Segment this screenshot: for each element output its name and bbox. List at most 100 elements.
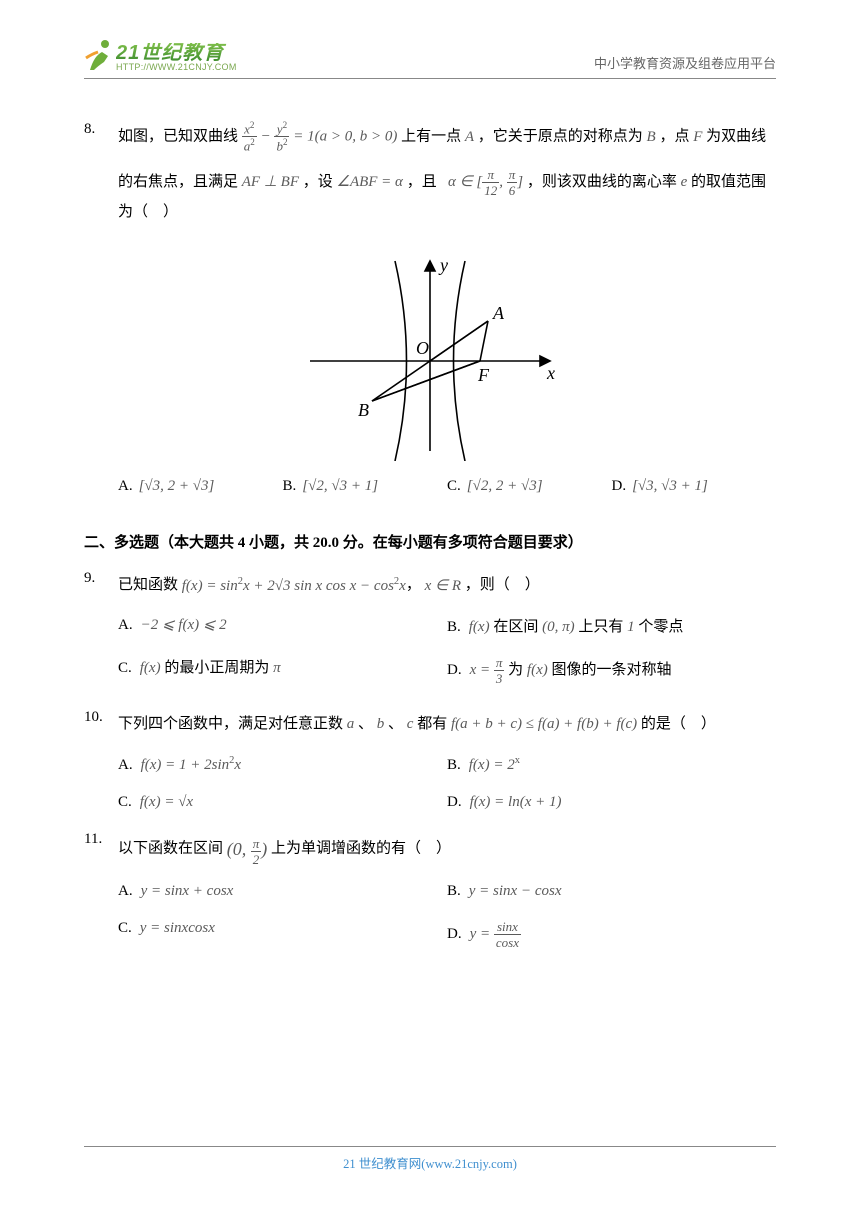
- q9-B-text: 个零点: [638, 619, 683, 635]
- q10-text: 都有: [417, 716, 447, 732]
- q9-C-pi: π: [273, 660, 281, 677]
- option-A-value: f(x) = 1 + 2sin2x: [141, 755, 242, 774]
- q9-text: 已知函数: [118, 577, 178, 593]
- q8-text: ，则该双曲线的离心率: [527, 174, 677, 190]
- option-B: B. [√2, √3 + 1]: [283, 478, 448, 495]
- option-D: D. f(x) = ln(x + 1): [447, 794, 776, 811]
- option-label: C.: [118, 920, 132, 937]
- q8-text: 为双曲线: [706, 128, 766, 144]
- option-label: C.: [447, 478, 461, 495]
- option-A: A. f(x) = 1 + 2sin2x: [118, 755, 447, 774]
- option-D: D. y = sinxcosx: [447, 920, 776, 949]
- q8-text: ，且: [407, 174, 437, 190]
- q10-a: a: [347, 709, 355, 739]
- question-9: 9. 已知函数 f(x) = sin2x + 2√3 sin x cos x −…: [84, 570, 776, 685]
- option-A-value: −2 ⩽ f(x) ⩽ 2: [141, 615, 227, 634]
- q8-text: 上有一点: [401, 128, 461, 144]
- question-11: 11. 以下函数在区间 (0, π2) 上为单调增函数的有（ ） A. y = …: [84, 831, 776, 949]
- footer-url: (www.21cnjy.com): [421, 1157, 517, 1171]
- q9-D-text: 图像的一条对称轴: [551, 662, 671, 678]
- q8-options: A. [√3, 2 + √3] B. [√2, √3 + 1] C. [√2, …: [84, 478, 776, 495]
- q8-equation: x2a2 − y2b2 = 1(a > 0, b > 0): [242, 121, 398, 153]
- option-label: A.: [118, 478, 133, 495]
- q9-B-fx: f(x): [469, 619, 490, 636]
- q11-text: 上为单调增函数的有（ ）: [271, 841, 451, 857]
- pointA-label: A: [492, 303, 505, 323]
- hyperbola-figure: y x O A F B: [300, 251, 560, 466]
- pointB-label: B: [358, 400, 369, 420]
- q9-D-fx: f(x): [527, 662, 548, 679]
- question-number: 10.: [84, 709, 118, 726]
- option-D-value: y = sinxcosx: [470, 920, 521, 949]
- q8-pointB: B: [647, 122, 656, 152]
- q8-text: ，设: [303, 174, 333, 190]
- option-label: A.: [118, 757, 133, 774]
- q9-D-text: 为: [508, 662, 523, 678]
- option-label: D.: [447, 794, 462, 811]
- q8-text: 如图，已知双曲线: [118, 128, 238, 144]
- q8-pointA: A: [465, 122, 474, 152]
- question-number: 9.: [84, 570, 118, 587]
- runner-icon: [84, 38, 114, 72]
- option-label: C.: [118, 794, 132, 811]
- option-D: D. [√3, √3 + 1]: [612, 478, 777, 495]
- option-B-value: y = sinx − cosx: [469, 883, 562, 900]
- q9-B-interval: (0, π): [542, 619, 575, 636]
- q9-domain: x ∈ R: [425, 571, 461, 601]
- q11-text: 以下函数在区间: [118, 841, 223, 857]
- q9-B-one: 1: [627, 619, 635, 636]
- q10-text: 下列四个函数中，满足对任意正数: [118, 716, 343, 732]
- q10-text: 的是（ ）: [641, 716, 716, 732]
- option-B-value: f(x) = 2x: [469, 755, 520, 774]
- q8-range: α ∈ [π12, π6]: [448, 167, 523, 197]
- q8-pointF: F: [693, 122, 702, 152]
- footer-text: 21 世纪教育网: [343, 1157, 421, 1171]
- option-A-value: [√3, 2 + √3]: [139, 478, 215, 495]
- q10-b: b: [377, 709, 385, 739]
- question-number: 8.: [84, 121, 118, 138]
- option-label: D.: [447, 662, 462, 679]
- q10-text: 、: [358, 716, 373, 732]
- header-subtitle: 中小学教育资源及组卷应用平台: [594, 53, 776, 72]
- option-A-value: y = sinx + cosx: [141, 883, 234, 900]
- option-label: C.: [118, 660, 132, 677]
- logo-text-url: HTTP://WWW.21CNJY.COM: [116, 63, 237, 72]
- page-header: 21世纪教育 HTTP://WWW.21CNJY.COM 中小学教育资源及组卷应…: [84, 38, 776, 79]
- q8-e: e: [681, 167, 688, 197]
- pointF-label: F: [477, 365, 490, 385]
- question-8: 8. 如图，已知双曲线 x2a2 − y2b2 = 1(a > 0, b > 0…: [84, 121, 776, 495]
- q8-perp: AF ⊥ BF: [242, 167, 299, 197]
- option-label: B.: [447, 883, 461, 900]
- option-C: C. f(x) = √x: [118, 794, 447, 811]
- option-C-value: y = sinxcosx: [140, 920, 215, 937]
- option-D-value: [√3, √3 + 1]: [632, 478, 708, 495]
- option-B: B. y = sinx − cosx: [447, 883, 776, 900]
- page-footer: 21 世纪教育网(www.21cnjy.com): [84, 1146, 776, 1172]
- option-A: A. y = sinx + cosx: [118, 883, 447, 900]
- q9-D-eq: x = π3: [470, 656, 505, 685]
- q8-text: 的右焦点，且满足: [118, 174, 238, 190]
- q10-ineq: f(a + b + c) ≤ f(a) + f(b) + f(c): [451, 709, 637, 739]
- option-label: D.: [447, 926, 462, 943]
- logo-text-cn: 21世纪教育: [116, 43, 237, 63]
- option-label: A.: [118, 883, 133, 900]
- q10-c: c: [407, 709, 414, 739]
- q9-B-text: 在区间: [493, 619, 538, 635]
- question-number: 11.: [84, 831, 118, 848]
- question-10: 10. 下列四个函数中，满足对任意正数 a 、 b 、 c 都有 f(a + b…: [84, 709, 776, 812]
- option-A: A. [√3, 2 + √3]: [118, 478, 283, 495]
- q9-fx: f(x) = sin2x + 2√3 sin x cos x − cos2x: [182, 571, 406, 601]
- option-D: D. x = π3 为 f(x) 图像的一条对称轴: [447, 656, 776, 685]
- option-C: C. f(x) 的最小正周期为 π: [118, 656, 447, 685]
- option-B: B. f(x) = 2x: [447, 755, 776, 774]
- option-C-value: [√2, 2 + √3]: [467, 478, 543, 495]
- option-D-value: f(x) = ln(x + 1): [470, 794, 562, 811]
- axis-x-label: x: [546, 363, 555, 383]
- q9-B-text: 上只有: [578, 619, 623, 635]
- option-label: B.: [283, 478, 297, 495]
- option-C-value: f(x) = √x: [140, 794, 193, 811]
- option-label: D.: [612, 478, 627, 495]
- q8-angle: ∠ABF = α: [337, 167, 403, 197]
- q10-text: 、: [388, 716, 403, 732]
- logo: 21世纪教育 HTTP://WWW.21CNJY.COM: [84, 38, 237, 72]
